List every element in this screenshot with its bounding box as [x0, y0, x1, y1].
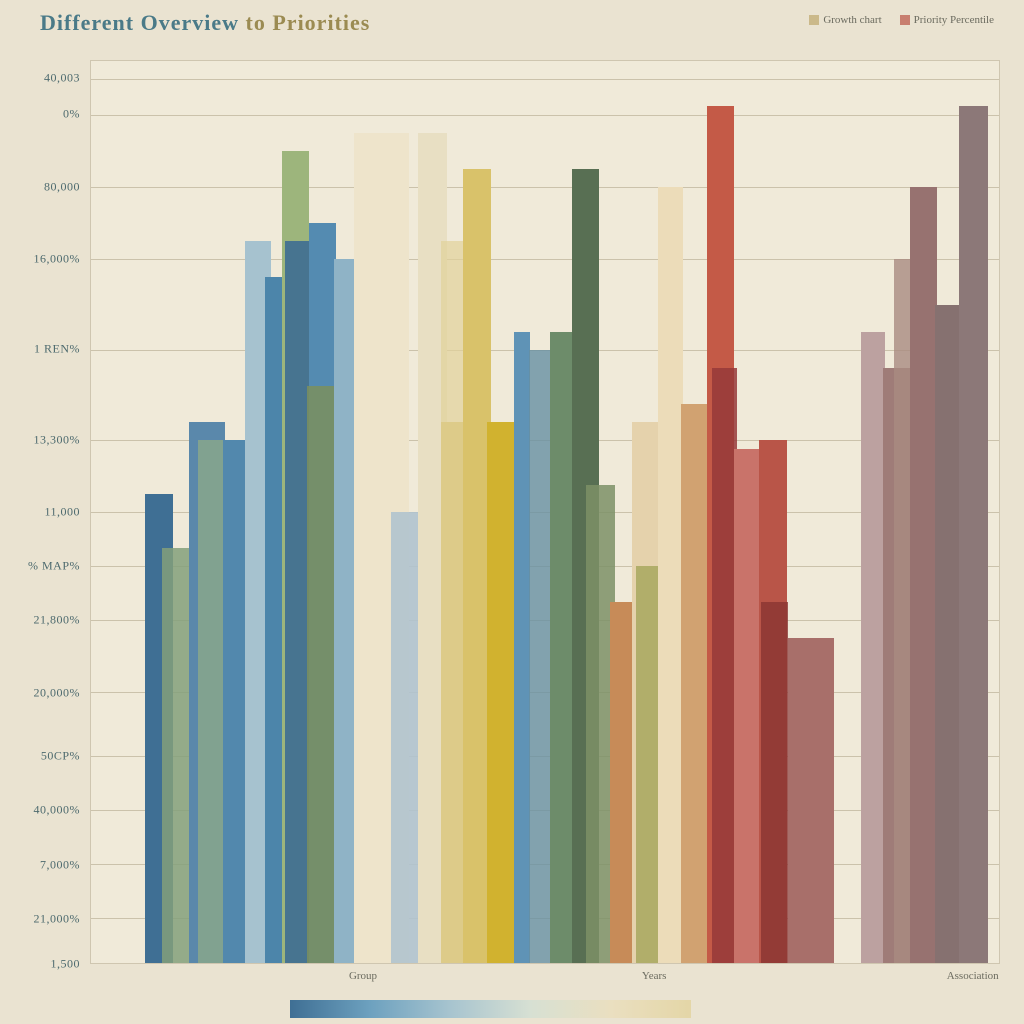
- y-tick-label: 40,003: [44, 71, 80, 86]
- bar: [910, 187, 937, 963]
- bars-layer: [91, 61, 999, 963]
- bar: [487, 422, 514, 963]
- bar: [788, 638, 833, 963]
- x-tick-label: Group: [349, 970, 377, 982]
- y-tick-label: 1 REN%: [34, 342, 80, 357]
- bar: [658, 187, 683, 963]
- y-tick-label: 20,000%: [34, 685, 81, 700]
- chart-page: Different Overview to Priorities Growth …: [0, 0, 1024, 1024]
- legend-swatch: [809, 15, 819, 25]
- y-tick-label: % MAP%: [28, 559, 80, 574]
- bar: [935, 305, 960, 963]
- y-tick-label: 21,800%: [34, 613, 81, 628]
- x-axis-labels: Group Years Association: [90, 970, 1000, 990]
- title-word: Different: [40, 10, 141, 35]
- x-tick-label: Association: [947, 970, 999, 982]
- y-tick-label: 7,000%: [40, 857, 80, 872]
- y-tick-label: 13,300%: [34, 432, 81, 447]
- title-word: to: [246, 10, 273, 35]
- legend-item: Priority Percentile: [900, 14, 994, 26]
- bar: [734, 449, 761, 963]
- y-tick-label: 11,000: [44, 505, 80, 520]
- y-tick-label: 21,000%: [34, 911, 81, 926]
- chart-title: Different Overview to Priorities: [40, 10, 370, 36]
- title-word-a: Different Overview to Priorities: [40, 10, 370, 35]
- y-tick-label: 16,000%: [34, 251, 81, 266]
- legend-gradient-strip: [290, 1000, 690, 1018]
- y-tick-label: 0%: [63, 107, 80, 122]
- bar: [761, 602, 788, 963]
- bar: [162, 548, 193, 963]
- plot-area: [90, 60, 1000, 964]
- bar: [861, 332, 885, 963]
- x-tick-label: Years: [642, 970, 667, 982]
- title-word: Priorities: [272, 10, 370, 35]
- legend-item: Growth chart: [809, 14, 881, 26]
- chart-legend: Growth chart Priority Percentile: [809, 14, 994, 26]
- bar: [285, 241, 309, 963]
- bar: [681, 404, 708, 963]
- y-tick-label: 1,500: [51, 957, 81, 972]
- y-axis-labels: 40,003 0% 80,000 16,000% 1 REN% 13,300% 11,000…: [0, 60, 86, 964]
- bar: [959, 106, 988, 963]
- legend-label: Priority Percentile: [914, 14, 994, 26]
- y-tick-label: 80,000: [44, 179, 80, 194]
- legend-label: Growth chart: [823, 14, 881, 26]
- y-tick-label: 50CP%: [41, 749, 80, 764]
- legend-swatch: [900, 15, 910, 25]
- title-word: Overview: [141, 10, 246, 35]
- y-tick-label: 40,000%: [34, 803, 81, 818]
